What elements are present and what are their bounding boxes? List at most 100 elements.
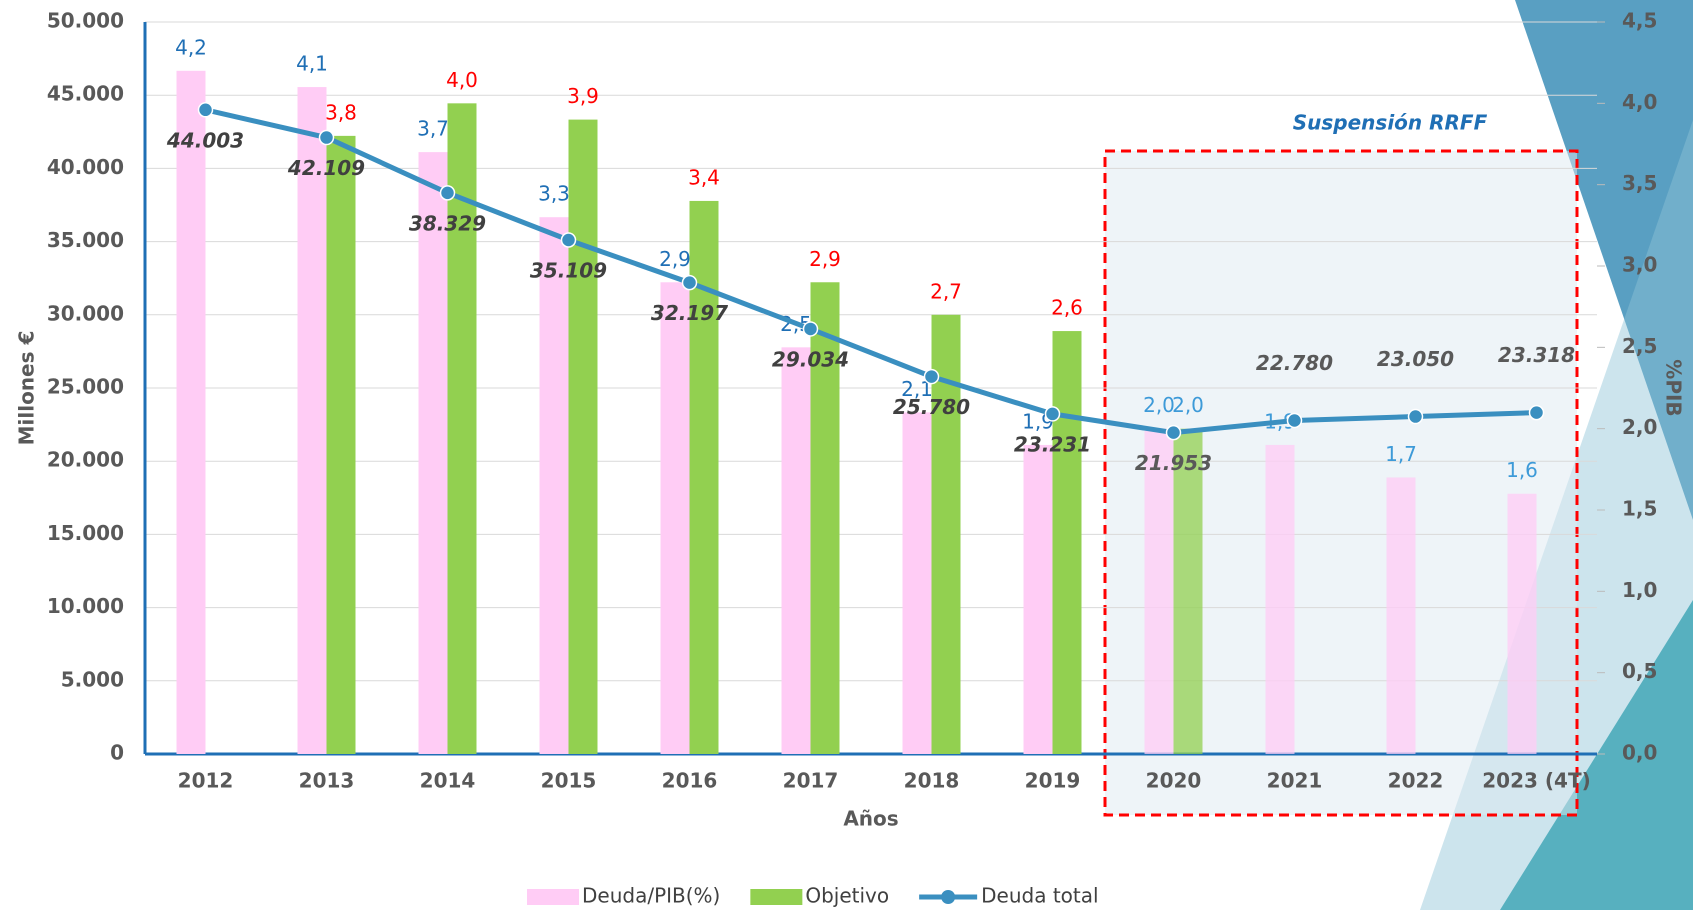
x-tick-label: 2019 (1025, 769, 1081, 793)
line-point (1407, 408, 1424, 425)
line-value-label: 42.109 (287, 156, 365, 180)
y-tick-label: 25.000 (47, 375, 124, 399)
line-point (197, 102, 214, 118)
bar (539, 217, 569, 754)
y2-axis-label: %PIB (1662, 359, 1686, 416)
y2-tick-label: 1,5 (1622, 497, 1657, 521)
line-value-label: 21.953 (1135, 451, 1212, 475)
bar-value-label: 2,9 (659, 247, 691, 271)
legend-label: Deuda total (981, 884, 1098, 908)
y-tick-label: 45.000 (47, 82, 124, 106)
line-value-label: 35.109 (530, 259, 607, 283)
bar (931, 314, 961, 754)
y-tick-label: 40.000 (47, 155, 124, 179)
y2-tick-label: 1,0 (1622, 578, 1657, 602)
x-tick-label: 2016 (662, 769, 718, 793)
bar-value-label: 3,4 (688, 165, 720, 189)
x-tick-label: 2021 (1267, 769, 1323, 793)
bar-value-label: 2,0 (1172, 393, 1204, 417)
bar-value-label: 4,0 (446, 68, 478, 92)
line-point (1044, 406, 1061, 422)
bar-value-label: 2,0 (1143, 393, 1175, 417)
legend-swatch (527, 889, 579, 905)
line-point (802, 321, 819, 337)
line-point (1286, 412, 1303, 429)
bar (1144, 428, 1174, 754)
bar (810, 282, 840, 754)
line-value-label: 23.050 (1377, 347, 1454, 371)
x-axis-label: Años (843, 807, 898, 831)
line-point (923, 368, 940, 385)
line-value-label: 23.318 (1498, 343, 1575, 367)
decor (1515, 0, 1693, 520)
legend-swatch (941, 890, 956, 904)
y2-tick-label: 2,0 (1622, 415, 1657, 439)
legend-swatch (750, 889, 803, 905)
bar-value-label: 3,9 (567, 84, 599, 108)
y2-tick-label: 0,5 (1622, 659, 1657, 683)
bar (297, 87, 327, 755)
line-value-label: 38.329 (409, 211, 486, 235)
y2-tick-label: 3,5 (1622, 171, 1657, 195)
x-tick-label: 2014 (420, 769, 476, 793)
bar (1023, 444, 1053, 754)
y2-tick-label: 0,0 (1622, 741, 1657, 765)
x-tick-label: 2020 (1146, 769, 1202, 793)
bar-value-label: 4,1 (296, 52, 328, 76)
bar (660, 282, 690, 754)
line-point (1165, 424, 1182, 441)
bar-value-label: 4,2 (175, 35, 207, 59)
annotation: Suspensión RRFF (1293, 111, 1488, 135)
bar-value-label: 3,7 (417, 117, 449, 141)
bar (447, 103, 477, 755)
y-tick-label: 35.000 (47, 228, 124, 252)
line-point (439, 185, 456, 201)
line-point (681, 274, 698, 291)
bar (1386, 477, 1416, 754)
legend-label: Deuda/PIB(%) (582, 884, 720, 908)
line-value-label: 32.197 (651, 301, 728, 325)
y-axis-label: Millones € (15, 331, 39, 446)
line (204, 107, 1537, 436)
bar-value-label: 3,8 (325, 100, 357, 124)
line-value-label: 25.780 (893, 395, 970, 419)
bar (1052, 331, 1082, 754)
y2-tick-label: 3,0 (1622, 253, 1657, 277)
bar (1173, 428, 1203, 754)
x-tick-label: 2017 (783, 769, 839, 793)
bar-value-label: 2,9 (809, 247, 841, 271)
x-tick-label: 2015 (541, 769, 597, 793)
bar-value-label: 2,6 (1051, 296, 1083, 320)
bar (326, 135, 356, 754)
line-point (560, 232, 577, 248)
bar (568, 119, 598, 755)
bar (781, 347, 811, 754)
bar (1507, 493, 1537, 754)
bar (902, 412, 932, 754)
line-value-label: 44.003 (166, 128, 244, 152)
y-tick-label: 30.000 (47, 301, 124, 325)
y2-tick-label: 2,5 (1622, 334, 1657, 358)
line-value-label: 23.231 (1014, 432, 1091, 456)
x-tick-label: 2013 (299, 769, 355, 793)
bar (418, 152, 448, 755)
bar-value-label: 3,3 (538, 182, 570, 206)
y2-tick-label: 4,5 (1622, 9, 1657, 33)
line-value-label: 22.780 (1256, 351, 1333, 375)
legend-label: Objetivo (805, 884, 889, 908)
y-tick-label: 50.000 (47, 9, 124, 33)
line-point (1528, 404, 1545, 421)
y-tick-label: 0 (110, 741, 124, 765)
x-tick-label: 2012 (178, 769, 234, 793)
line-point (318, 129, 335, 146)
y-tick-label: 15.000 (47, 521, 124, 545)
bar (176, 70, 206, 755)
y-tick-label: 10.000 (47, 594, 124, 618)
y-tick-label: 20.000 (47, 448, 124, 472)
x-tick-label: 2018 (904, 769, 960, 793)
bar-value-label: 1,6 (1506, 458, 1538, 482)
line-value-label: 29.034 (772, 347, 849, 371)
y2-tick-label: 4,0 (1622, 90, 1657, 114)
y-tick-label: 5.000 (61, 667, 124, 691)
